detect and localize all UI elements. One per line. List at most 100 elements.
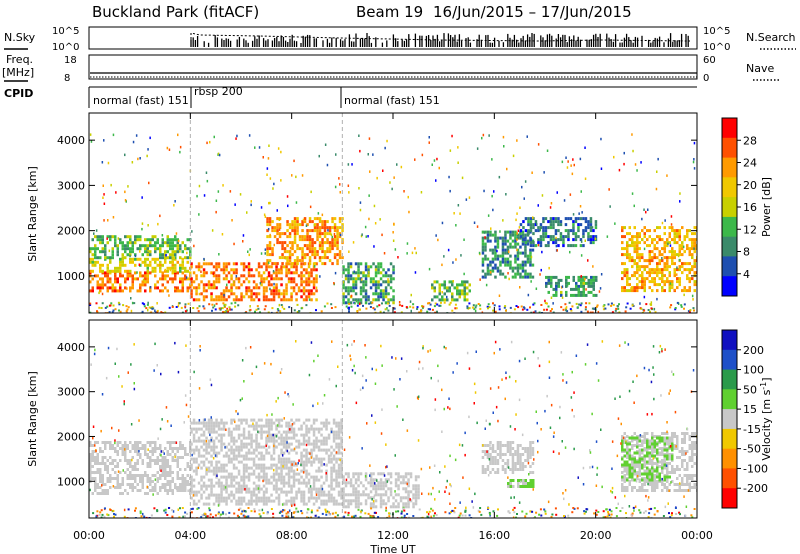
heatmap-cell: [171, 471, 174, 474]
heatmap-cell: [557, 281, 560, 285]
heatmap-cell: [305, 418, 308, 422]
heatmap-cell: [312, 478, 316, 482]
heatmap-cell: [184, 468, 187, 471]
scatter-echo: [631, 133, 633, 136]
heatmap-cell: [166, 441, 169, 444]
scatter-echo: [457, 146, 459, 149]
heatmap-cell: [547, 278, 550, 282]
heatmap-cell: [666, 259, 669, 263]
heatmap-cell: [514, 236, 517, 240]
heatmap-cell: [557, 278, 560, 282]
heatmap-cell: [232, 484, 236, 488]
heatmap-cell: [109, 238, 112, 242]
heatmap-cell: [257, 478, 261, 482]
heatmap-cell: [285, 424, 288, 428]
heatmap-cell: [245, 265, 248, 269]
heatmap-cell: [225, 298, 228, 302]
heatmap-cell: [688, 238, 691, 242]
heatmap-cell: [466, 298, 469, 302]
heatmap-cell: [190, 490, 193, 494]
heatmap-cell: [349, 502, 353, 506]
heatmap-cell: [139, 456, 142, 459]
heatmap-cell: [529, 482, 532, 485]
scatter-echo: [177, 239, 180, 243]
scatter-echo: [269, 201, 271, 205]
scatter-echo: [410, 293, 412, 297]
heatmap-cell: [242, 274, 246, 278]
heatmap-cell: [592, 293, 595, 297]
heatmap-cell: [227, 472, 231, 476]
heatmap-cell: [300, 475, 303, 479]
heatmap-cell: [509, 444, 512, 447]
heatmap-cell: [663, 283, 666, 287]
heatmap-cell: [288, 253, 292, 257]
heatmap-cell: [151, 474, 154, 477]
heatmap-cell: [297, 445, 301, 449]
heatmap-cell: [106, 477, 109, 480]
heatmap-cell: [633, 226, 636, 230]
heatmap-cell: [222, 487, 226, 491]
heatmap-cell: [159, 253, 162, 257]
heatmap-cell: [116, 244, 119, 248]
heatmap-cell: [336, 262, 339, 266]
heatmap-region: [89, 235, 192, 260]
near-range-echo: [522, 306, 525, 309]
heatmap-cell: [164, 489, 167, 492]
heatmap-cell: [164, 256, 167, 260]
heatmap-cell: [379, 295, 383, 299]
heatmap-cell: [136, 444, 139, 447]
heatmap-cell: [217, 298, 221, 302]
heatmap-cell: [623, 432, 626, 435]
scatter-echo: [139, 250, 141, 253]
heatmap-cell: [257, 463, 261, 467]
heatmap-cell: [220, 442, 223, 446]
near-range-echo: [543, 308, 546, 311]
near-range-echo: [348, 302, 351, 305]
heatmap-cell: [179, 477, 182, 480]
heatmap-cell: [557, 217, 560, 221]
heatmap-cell: [121, 263, 124, 267]
heatmap-cell: [151, 238, 154, 242]
heatmap-cell: [217, 460, 221, 464]
heatmap-cell: [463, 289, 466, 293]
heatmap-cell: [407, 481, 410, 485]
heatmap-cell: [389, 262, 393, 266]
heatmap-cell: [574, 217, 578, 221]
scatter-echo: [530, 255, 533, 259]
scatter-echo: [223, 293, 225, 297]
heatmap-cell: [210, 445, 213, 449]
heatmap-cell: [484, 450, 487, 453]
heatmap-cell: [245, 445, 248, 449]
heatmap-cell: [295, 472, 298, 476]
scatter-echo: [342, 280, 345, 284]
heatmap-cell: [496, 236, 500, 240]
heatmap-cell: [91, 263, 94, 267]
power-heatmap: [89, 113, 697, 313]
near-range-echo: [150, 311, 153, 313]
heatmap-cell: [384, 481, 388, 485]
heatmap-cell: [686, 244, 689, 248]
heatmap-cell: [621, 486, 624, 489]
scatter-echo: [584, 278, 586, 281]
heatmap-cell: [164, 260, 167, 264]
heatmap-cell: [532, 223, 535, 227]
heatmap-cell: [174, 266, 177, 270]
heatmap-cell: [519, 223, 523, 227]
heatmap-cell: [134, 235, 137, 239]
scatter-echo: [452, 280, 454, 283]
scatter-echo: [381, 233, 383, 237]
heatmap-cell: [451, 292, 454, 296]
heatmap-cell: [111, 468, 114, 471]
heatmap-cell: [171, 238, 174, 242]
heatmap-cell: [184, 486, 187, 489]
heatmap-cell: [189, 250, 192, 254]
near-range-echo: [680, 305, 683, 308]
heatmap-cell: [372, 280, 375, 284]
scatter-echo: [339, 191, 341, 194]
heatmap-cell: [389, 280, 393, 284]
heatmap-cell: [134, 450, 137, 453]
y-tick-label: 3000: [57, 179, 85, 192]
heatmap-cell: [344, 493, 348, 497]
heatmap-cell: [144, 471, 147, 474]
heatmap-cell: [584, 226, 588, 230]
